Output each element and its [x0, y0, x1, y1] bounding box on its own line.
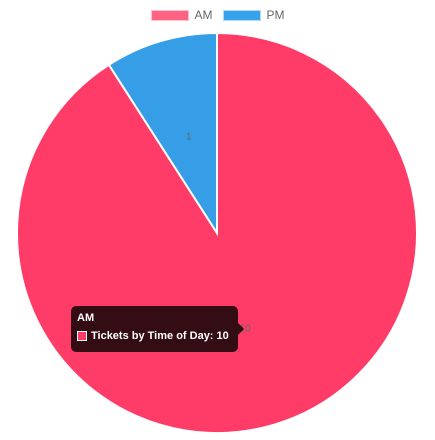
chart-legend: AM PM: [0, 8, 435, 22]
tooltip-swatch: [77, 331, 87, 341]
legend-swatch-am: [150, 9, 189, 21]
legend-swatch-pm: [222, 9, 261, 21]
legend-item-pm[interactable]: PM: [222, 8, 285, 22]
chart-tooltip: AM Tickets by Time of Day: 10: [71, 306, 244, 352]
tooltip-title: AM: [77, 312, 95, 324]
tooltip-label: Tickets by Time of Day: 10: [91, 330, 229, 342]
tooltip-body: Tickets by Time of Day: 10: [77, 330, 232, 342]
legend-item-am[interactable]: AM: [150, 8, 213, 22]
legend-label-pm: PM: [266, 8, 285, 22]
pie-data-label-am: 10: [240, 324, 252, 335]
legend-label-am: AM: [194, 8, 213, 22]
pie-data-label-pm: 1: [186, 132, 192, 143]
pie-slice-pm[interactable]: [107, 31, 218, 237]
